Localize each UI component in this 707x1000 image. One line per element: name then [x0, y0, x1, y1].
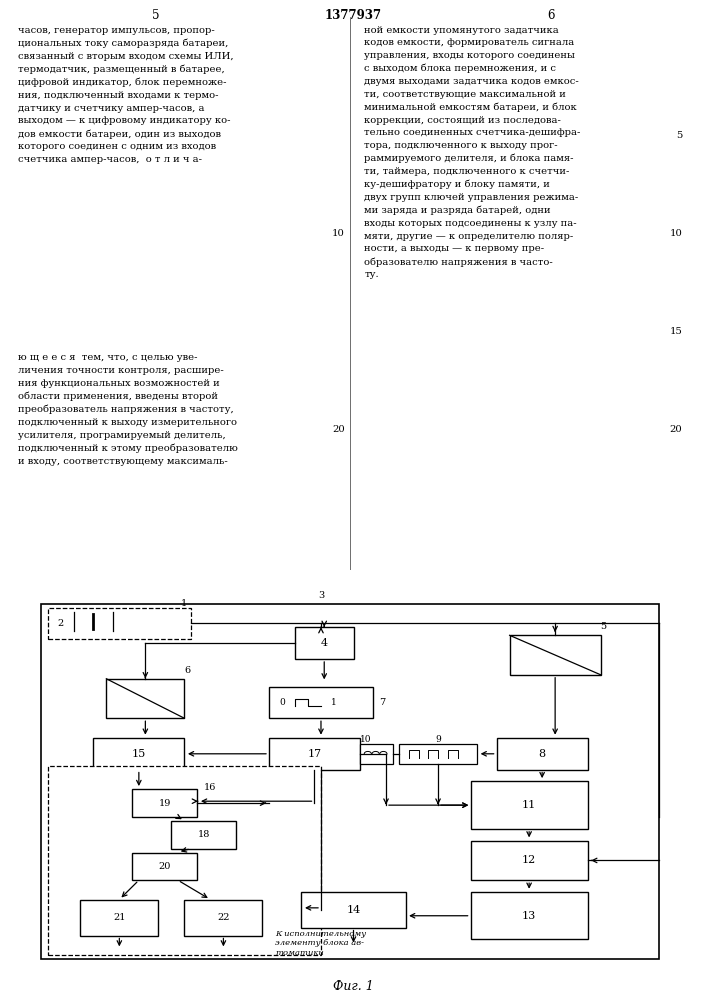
Text: 1: 1 — [331, 698, 337, 707]
Bar — [81, 900, 158, 936]
Text: 11: 11 — [522, 800, 536, 810]
Text: 13: 13 — [522, 911, 536, 921]
Bar — [132, 853, 197, 880]
Text: 7: 7 — [380, 698, 386, 707]
Text: 10: 10 — [670, 229, 682, 238]
Text: 10: 10 — [332, 229, 345, 238]
Text: 16: 16 — [204, 783, 216, 792]
Text: 15: 15 — [670, 327, 682, 336]
Text: 9: 9 — [436, 735, 441, 744]
Bar — [496, 738, 588, 770]
Bar — [510, 635, 601, 675]
Text: Фиг. 1: Фиг. 1 — [333, 980, 374, 993]
Text: 6: 6 — [185, 666, 190, 675]
Bar — [360, 744, 392, 764]
Text: К исполнительному
элементу блока ав-
томатики: К исполнительному элементу блока ав- том… — [276, 930, 366, 957]
Text: 18: 18 — [198, 830, 210, 839]
Text: 3: 3 — [318, 591, 324, 600]
Text: 21: 21 — [113, 913, 126, 922]
Text: 5: 5 — [676, 131, 682, 140]
Text: 2: 2 — [58, 619, 64, 628]
Bar — [301, 892, 406, 928]
Bar — [269, 738, 360, 770]
Bar — [471, 841, 588, 880]
Text: 20: 20 — [158, 862, 171, 871]
Bar — [269, 687, 373, 718]
Bar — [48, 766, 321, 955]
Text: 5: 5 — [601, 622, 607, 631]
Bar — [48, 608, 191, 639]
Text: 1377937: 1377937 — [325, 9, 382, 22]
Text: ной емкости упомянутого задатчика
кодов емкости, формирователь сигнала
управлени: ной емкости упомянутого задатчика кодов … — [364, 26, 580, 279]
Bar — [471, 892, 588, 939]
Bar — [185, 900, 262, 936]
Text: 1: 1 — [181, 599, 187, 608]
Bar — [106, 679, 185, 718]
Text: 19: 19 — [158, 799, 171, 808]
Text: часов, генератор импульсов, пропор-
циональных току саморазряда батареи,
связанн: часов, генератор импульсов, пропор- цион… — [18, 26, 233, 164]
Bar — [132, 789, 197, 817]
Text: 20: 20 — [670, 425, 682, 434]
Bar — [471, 781, 588, 829]
Text: 22: 22 — [217, 913, 230, 922]
Text: 10: 10 — [360, 735, 371, 744]
Text: 14: 14 — [346, 905, 361, 915]
Bar — [295, 627, 354, 659]
Text: 8: 8 — [539, 749, 546, 759]
Bar — [171, 821, 236, 849]
Text: 20: 20 — [332, 425, 345, 434]
Bar — [93, 738, 185, 770]
Bar — [399, 744, 477, 764]
Text: 12: 12 — [522, 855, 536, 865]
Text: 6: 6 — [548, 9, 555, 22]
Text: 15: 15 — [132, 749, 146, 759]
Text: 17: 17 — [308, 749, 322, 759]
Text: 5: 5 — [152, 9, 159, 22]
Text: ю щ е е с я  тем, что, с целью уве-
личения точности контроля, расшире-
ния функ: ю щ е е с я тем, что, с целью уве- личен… — [18, 353, 238, 466]
Text: 4: 4 — [321, 638, 328, 648]
Text: 0: 0 — [279, 698, 285, 707]
